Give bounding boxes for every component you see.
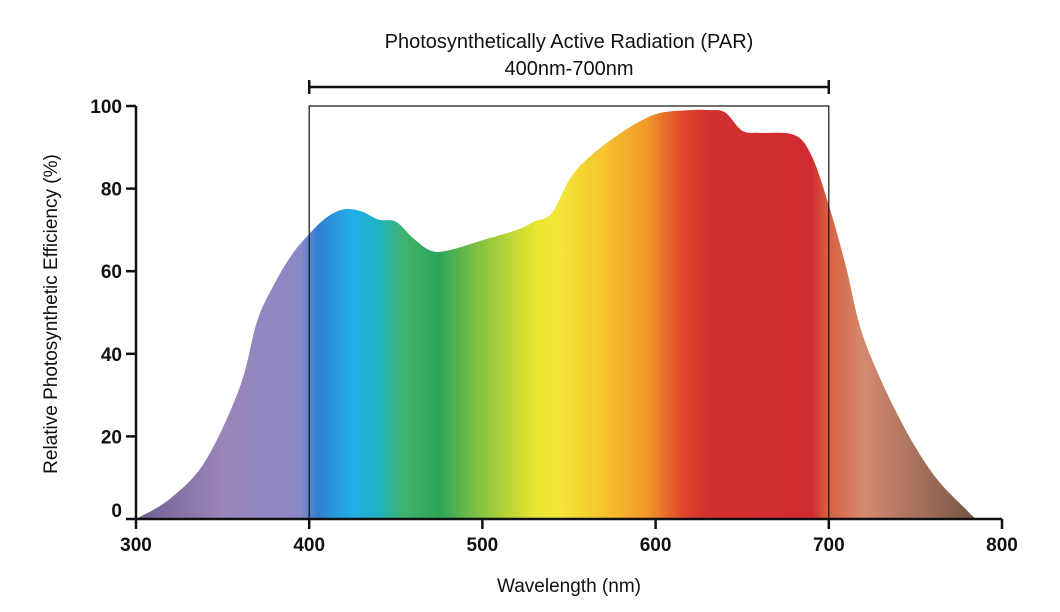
y-axis-title: Relative Photosynthetic Efficiency (%) <box>41 154 62 474</box>
x-tick-label: 700 <box>813 535 845 556</box>
y-tick-label: 20 <box>101 427 122 448</box>
y-tick-label: 0 <box>111 501 122 522</box>
x-tick-label: 800 <box>986 535 1018 556</box>
x-axis-title: Wavelength (nm) <box>497 576 641 597</box>
y-tick-label: 80 <box>101 180 122 201</box>
x-tick-label: 600 <box>640 535 672 556</box>
par-range-bracket <box>307 80 831 94</box>
x-ticks: 300 400 500 600 700 800 <box>120 519 1018 556</box>
x-tick-label: 400 <box>293 535 325 556</box>
efficiency-area <box>136 109 977 520</box>
y-ticks: 0 20 40 60 80 100 <box>90 97 136 522</box>
x-tick-label: 300 <box>120 535 152 556</box>
y-tick-label: 60 <box>101 262 122 283</box>
y-tick-label: 40 <box>101 345 122 366</box>
y-tick-label: 100 <box>90 97 122 118</box>
x-tick-label: 500 <box>467 535 499 556</box>
par-title: Photosynthetically Active Radiation (PAR… <box>385 31 754 53</box>
par-range-label: 400nm-700nm <box>505 58 634 80</box>
